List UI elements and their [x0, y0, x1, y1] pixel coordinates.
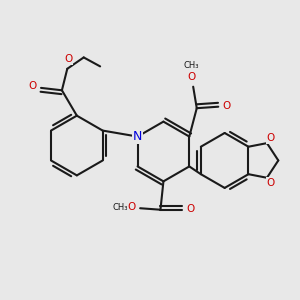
Text: O: O [128, 202, 136, 212]
Text: CH₃: CH₃ [112, 202, 128, 211]
Text: CH₃: CH₃ [183, 61, 199, 70]
Text: O: O [188, 72, 196, 82]
Text: O: O [223, 100, 231, 110]
Text: O: O [65, 54, 73, 64]
Text: O: O [266, 134, 275, 143]
Text: O: O [266, 178, 275, 188]
Text: O: O [28, 81, 37, 91]
Text: N: N [133, 130, 142, 143]
Text: O: O [186, 203, 194, 214]
